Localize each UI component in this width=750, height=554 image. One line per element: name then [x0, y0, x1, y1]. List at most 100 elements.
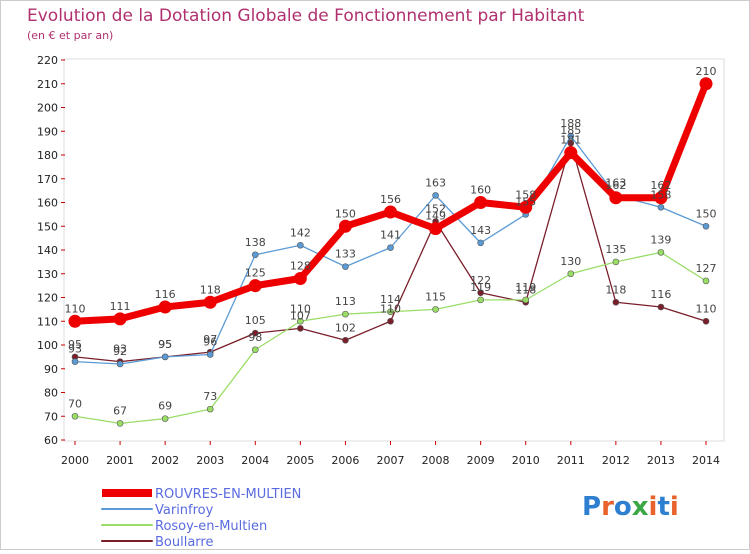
data-label: 150: [696, 207, 717, 220]
data-label: 110: [696, 302, 717, 315]
legend-label: Rosoy-en-Multien: [155, 519, 267, 534]
data-label: 95: [68, 338, 82, 351]
logo-letter: i: [649, 492, 658, 522]
y-tick-label: 60: [44, 434, 58, 447]
data-point: [477, 239, 484, 247]
data-label: 162: [650, 179, 671, 192]
plot-area: [63, 58, 725, 442]
data-label: 150: [335, 207, 356, 220]
data-label: 110: [290, 302, 311, 315]
data-label: 141: [380, 229, 401, 242]
data-label: 67: [113, 404, 127, 417]
data-point: [116, 420, 124, 427]
data-label: 115: [425, 290, 446, 303]
data-point: [342, 336, 349, 344]
data-point: [161, 415, 169, 422]
x-tick-label: 2005: [286, 454, 314, 467]
data-point: [522, 296, 530, 304]
data-point: [342, 263, 349, 270]
chart-title: Evolution de la Dotation Globale de Fonc…: [27, 6, 585, 26]
data-point: [432, 306, 439, 313]
data-label: 118: [515, 283, 536, 296]
data-label: 133: [335, 248, 356, 261]
data-label: 96: [203, 336, 217, 349]
data-label: 116: [650, 288, 671, 301]
grid-layer: [61, 59, 707, 445]
data-point: [609, 191, 623, 205]
data-point: [251, 329, 259, 337]
data-label: 102: [335, 321, 356, 334]
x-tick-label: 2007: [377, 454, 405, 467]
chart-subtitle: (en € et par an): [27, 29, 113, 42]
series-layer: [68, 77, 713, 427]
data-point: [297, 241, 304, 249]
data-label: 107: [290, 309, 311, 322]
data-label: 113: [335, 295, 356, 308]
data-label: 163: [605, 176, 626, 189]
data-point: [293, 272, 307, 285]
y-tick-label: 220: [37, 54, 58, 67]
x-tick-label: 2004: [241, 454, 269, 467]
data-label: 188: [560, 117, 581, 130]
data-point: [113, 312, 127, 326]
proxiti-logo: Proxiti: [582, 492, 679, 522]
data-label: 163: [425, 176, 446, 189]
data-label: 122: [470, 274, 491, 287]
y-tick-label: 160: [37, 197, 58, 210]
data-point: [71, 412, 79, 420]
data-point: [338, 219, 352, 233]
legend-label: Boullarre: [155, 535, 213, 550]
data-label: 110: [65, 302, 86, 315]
x-tick-label: 2010: [512, 454, 540, 467]
data-point: [206, 351, 214, 358]
data-label: 210: [696, 65, 717, 78]
data-label: 92: [113, 345, 127, 358]
data-point: [474, 196, 488, 209]
data-label: 97: [203, 333, 217, 346]
data-label: 93: [68, 343, 82, 356]
data-point: [657, 249, 665, 256]
y-tick-label: 150: [37, 220, 58, 233]
y-tick-label: 90: [44, 363, 58, 376]
data-label: 181: [560, 134, 581, 147]
data-label: 118: [200, 283, 221, 296]
axis-layer: 60 70 80 90 100 110 120 130 140 150 160 170 180 190 20…: [37, 54, 720, 467]
data-point: [203, 295, 217, 309]
data-point: [387, 244, 394, 251]
data-label: 114: [380, 293, 401, 306]
x-tick-label: 2014: [692, 454, 720, 467]
data-point: [702, 222, 710, 230]
y-tick-label: 170: [37, 173, 58, 186]
y-tick-label: 210: [37, 78, 58, 91]
data-label: 69: [158, 400, 172, 413]
data-label: 155: [515, 195, 536, 208]
data-label: 135: [605, 243, 626, 256]
data-label: 125: [245, 267, 266, 280]
data-label: 95: [158, 338, 172, 351]
data-label: 110: [380, 302, 401, 315]
data-point: [251, 346, 259, 354]
data-point: [297, 317, 304, 325]
data-point: [206, 405, 214, 413]
data-label: 111: [110, 300, 131, 313]
y-tick-label: 200: [37, 102, 58, 115]
data-point: [248, 279, 262, 293]
data-label: 185: [560, 124, 581, 137]
data-point: [612, 298, 620, 306]
data-point: [657, 203, 665, 211]
x-tick-label: 2001: [106, 454, 134, 467]
logo-letter: t: [657, 492, 669, 522]
x-tick-label: 2011: [557, 454, 585, 467]
y-tick-label: 130: [37, 268, 58, 281]
data-label: 93: [113, 343, 127, 356]
data-point: [612, 258, 620, 266]
data-point: [297, 325, 304, 332]
data-point: [342, 310, 349, 318]
x-tick-label: 2013: [647, 454, 675, 467]
data-label: 118: [605, 283, 626, 296]
data-point: [71, 358, 79, 365]
data-label: 98: [248, 331, 262, 344]
